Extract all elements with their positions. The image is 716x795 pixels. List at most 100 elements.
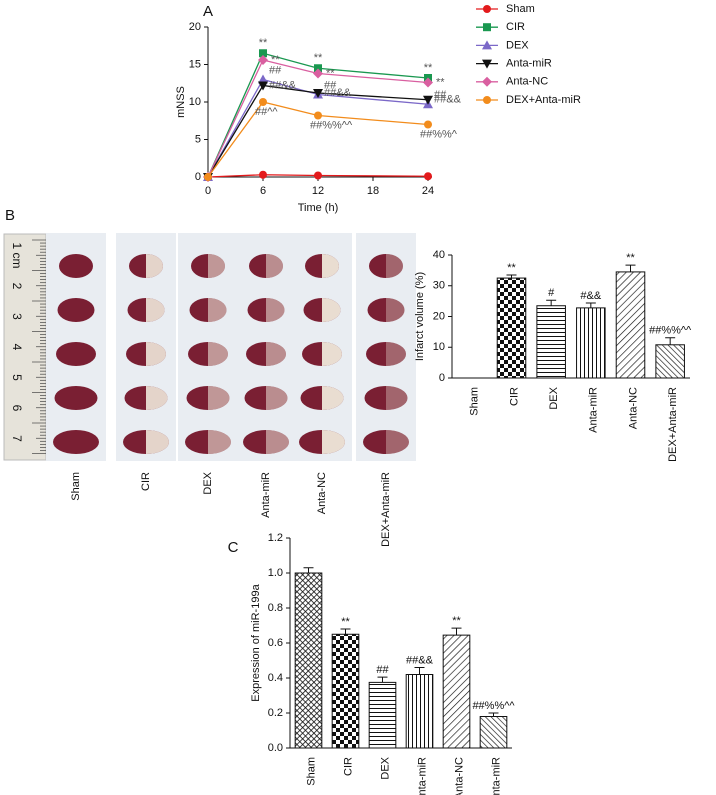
- y-tick-label: 0.2: [268, 707, 283, 719]
- annotation: **: [326, 67, 335, 79]
- annotation: ##^^: [255, 106, 278, 118]
- legend-label: DEX: [506, 39, 529, 51]
- error-bar: [377, 676, 388, 683]
- y-tick-label: 15: [189, 58, 201, 70]
- legend-marker: [483, 23, 491, 32]
- infarct: [266, 298, 285, 322]
- point: [314, 64, 322, 73]
- annotation: ##%%^^: [649, 325, 692, 337]
- group-label: Anta-NC: [316, 472, 328, 514]
- infarct: [146, 254, 163, 278]
- point: [424, 172, 432, 181]
- legend-label: CIR: [506, 21, 525, 33]
- y-tick-label: 0.4: [268, 672, 283, 684]
- series-line: [207, 78, 429, 178]
- point: [259, 98, 267, 106]
- infarct: [386, 430, 409, 454]
- bar: [536, 305, 566, 379]
- annotation: ##: [269, 64, 282, 76]
- y-tick-label: 20: [189, 21, 201, 33]
- annotation: ##: [434, 89, 447, 101]
- infarct: [266, 342, 286, 366]
- y-tick-label: 0.8: [268, 602, 283, 614]
- y-tick-label: 0: [439, 372, 445, 384]
- point: [258, 81, 268, 91]
- x-tick-label: CIR: [508, 387, 520, 406]
- point: [258, 74, 268, 84]
- bar: [576, 307, 606, 379]
- infarct: [208, 254, 225, 278]
- infarct: [322, 430, 345, 454]
- brain-slice: [57, 298, 95, 322]
- series-line: [207, 52, 429, 178]
- brain-slice: [53, 430, 99, 454]
- x-tick-label: 6: [260, 185, 266, 197]
- annotation: ##&&: [434, 94, 462, 106]
- annotation: **: [424, 62, 433, 74]
- bar: [496, 277, 527, 379]
- point: [259, 49, 267, 58]
- infarct: [146, 386, 168, 410]
- infarct: [386, 386, 408, 410]
- bar: [331, 633, 360, 749]
- ruler-label: 4: [10, 344, 24, 351]
- x-tick-label: DEX+Anta-miR: [667, 387, 679, 462]
- x-tick-label: Anta-NC: [627, 387, 639, 429]
- infarct: [322, 386, 344, 410]
- bar: [479, 716, 508, 749]
- annotation: ##: [376, 664, 389, 676]
- x-tick-label: 24: [422, 185, 434, 197]
- brain-slice: [363, 430, 409, 454]
- x-tick-label: 18: [367, 185, 379, 197]
- brain-slice: [59, 254, 93, 278]
- infarct: [266, 386, 288, 410]
- legend-marker: [483, 96, 491, 104]
- y-axis-label: Infarct volume (%): [414, 272, 426, 361]
- group-label: DEX+Anta-miR: [380, 472, 392, 547]
- infarct: [386, 254, 403, 278]
- y-axis-label: mNSS: [175, 86, 187, 118]
- bar: [655, 344, 685, 379]
- legend-marker: [483, 5, 491, 13]
- annotation: **: [626, 252, 635, 264]
- group-label: CIR: [140, 472, 152, 491]
- infarct: [146, 298, 165, 322]
- y-axis-label: Expression of miR-199a: [250, 583, 262, 701]
- error-bar: [665, 337, 676, 345]
- annotation: **: [341, 616, 350, 628]
- infarct: [322, 254, 339, 278]
- y-tick-label: 40: [433, 249, 445, 261]
- brain-slice: [364, 386, 408, 410]
- legend-marker: [482, 59, 492, 69]
- infarct: [266, 254, 283, 278]
- infarct: [322, 342, 342, 366]
- annotation: #&&: [580, 290, 601, 302]
- error-bar: [451, 627, 462, 636]
- x-tick-label: Anta-miR: [416, 757, 428, 795]
- ruler-label: 1 cm: [10, 242, 24, 268]
- brain-slice: [369, 254, 403, 278]
- error-bar: [585, 302, 596, 308]
- annotation: **: [507, 262, 516, 274]
- ruler-label: 7: [10, 435, 24, 442]
- group-label: Anta-miR: [260, 472, 272, 518]
- series-line: [207, 174, 429, 178]
- point: [313, 89, 323, 98]
- annotation: ##%%^^: [310, 119, 353, 131]
- point: [424, 120, 432, 129]
- y-tick-label: 0: [195, 171, 201, 183]
- legend-marker: [482, 40, 492, 50]
- legend-label: Sham: [506, 3, 535, 15]
- point: [259, 170, 267, 179]
- group-label: DEX: [202, 471, 214, 494]
- series-line: [207, 59, 429, 178]
- legend-label: DEX+Anta-miR: [506, 94, 581, 106]
- x-tick-label: DEX: [548, 386, 560, 409]
- annotation: ##%%^: [420, 128, 458, 140]
- brain-slice: [366, 342, 406, 366]
- brain-slice: [56, 342, 96, 366]
- annotation: #: [548, 287, 555, 299]
- point: [204, 173, 212, 181]
- infarct: [208, 342, 228, 366]
- legend-marker: [482, 76, 492, 87]
